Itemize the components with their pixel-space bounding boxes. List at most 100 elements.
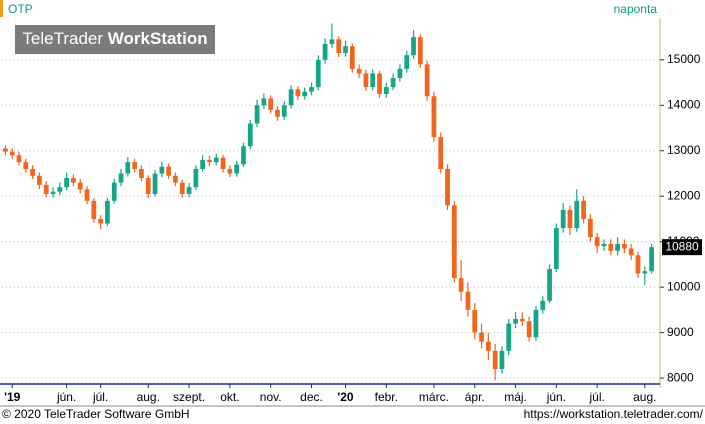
candle-body — [513, 318, 518, 324]
candle-body — [23, 162, 29, 169]
candle-body — [179, 182, 185, 194]
x-tick-label: jún. — [56, 390, 76, 404]
candle-body — [615, 243, 620, 251]
candle-body — [139, 168, 144, 179]
candle-body — [519, 318, 525, 322]
x-tick-label: szept. — [173, 390, 205, 404]
interval-label: naponta — [614, 2, 658, 16]
candle-body — [309, 87, 314, 92]
candle-body — [587, 218, 593, 238]
candle-body — [608, 243, 614, 251]
candle-body — [159, 166, 165, 174]
candle-body — [193, 168, 199, 188]
candle-body — [322, 43, 328, 60]
candle-body — [642, 271, 648, 274]
candle-body — [383, 87, 389, 94]
candle-body — [315, 59, 321, 88]
candle-body — [50, 191, 56, 194]
candle-body — [288, 89, 294, 106]
logo-product: WorkStation — [108, 29, 208, 48]
candle-body — [43, 184, 49, 194]
candle-body — [506, 323, 512, 351]
candle-body — [458, 278, 464, 292]
x-tick-label: máj. — [504, 390, 527, 404]
x-tick-label: dec. — [300, 390, 323, 404]
candle-body — [649, 247, 654, 272]
candle-body — [111, 182, 117, 201]
candle-body — [207, 159, 212, 163]
candle-body — [275, 109, 280, 117]
candle-body — [390, 78, 396, 88]
candle-body — [377, 73, 382, 94]
candle-body — [424, 64, 430, 97]
candle-body — [431, 96, 437, 138]
candle-body — [547, 268, 552, 301]
candle-body — [485, 341, 491, 351]
chart-title: OTP — [8, 2, 33, 16]
candle-body — [438, 137, 444, 169]
candle-body — [77, 182, 83, 190]
y-tick-label: 13000 — [667, 143, 701, 157]
candle-body — [628, 248, 634, 256]
candle-body — [200, 159, 206, 169]
candle-body — [152, 173, 158, 194]
candle-body — [227, 168, 233, 174]
copyright: © 2020 TeleTrader Software GmbH — [2, 407, 190, 421]
candle-body — [9, 151, 15, 156]
title-marker — [0, 0, 3, 17]
candle-body — [560, 209, 566, 229]
y-tick-label: 14000 — [667, 97, 701, 111]
logo: TeleTrader WorkStation — [22, 29, 207, 48]
candle-body — [295, 89, 301, 97]
candle-body — [356, 68, 362, 74]
candle-body — [445, 168, 450, 206]
x-tick-label: aug. — [137, 390, 160, 404]
candle-body — [540, 300, 546, 310]
x-tick-label: aug. — [633, 390, 656, 404]
x-tick-label: '20 — [337, 390, 354, 404]
candle-body — [567, 209, 573, 229]
x-tick-label: júl. — [92, 390, 108, 404]
candle-body — [281, 105, 287, 117]
candle-body — [302, 91, 308, 97]
candle-body — [254, 105, 260, 124]
y-tick-label: 12000 — [667, 188, 701, 202]
x-tick-label: nov. — [260, 390, 282, 404]
candle-body — [173, 175, 178, 183]
x-tick-label: okt. — [220, 390, 239, 404]
candle-body — [492, 350, 498, 369]
candle-body — [261, 98, 267, 106]
candle-body — [622, 243, 627, 249]
x-tick-label: júl. — [589, 390, 605, 404]
logo-brand: TeleTrader — [22, 29, 103, 48]
candle-body — [105, 200, 110, 224]
candle-body — [241, 146, 246, 165]
candle-body — [3, 148, 8, 152]
x-tick-label: ápr. — [465, 390, 485, 404]
x-tick-label: jún. — [546, 390, 566, 404]
candle-body — [118, 173, 124, 183]
candle-body — [343, 46, 348, 54]
y-tick-label: 15000 — [667, 52, 701, 66]
x-tick-label: márc. — [419, 390, 449, 404]
candle-body — [553, 228, 559, 269]
candle-body — [186, 187, 192, 194]
candle-body — [125, 162, 131, 174]
candle-body — [336, 39, 342, 54]
candle-body — [71, 178, 76, 183]
url: https://workstation.teletrader.com/ — [524, 407, 704, 421]
candle-body — [132, 162, 138, 169]
candle-body — [594, 237, 600, 247]
candle-body — [397, 68, 403, 79]
candle-body — [581, 200, 586, 219]
candle-body — [465, 291, 471, 310]
candle-body — [329, 39, 335, 44]
candle-body — [635, 255, 641, 274]
y-tick-label: 10000 — [667, 279, 701, 293]
candle-body — [417, 37, 423, 65]
candle-body — [349, 46, 355, 69]
last-price-label: 10880 — [665, 239, 699, 253]
candle-body — [411, 37, 416, 56]
candle-body — [574, 200, 580, 229]
candle-body — [533, 309, 539, 338]
